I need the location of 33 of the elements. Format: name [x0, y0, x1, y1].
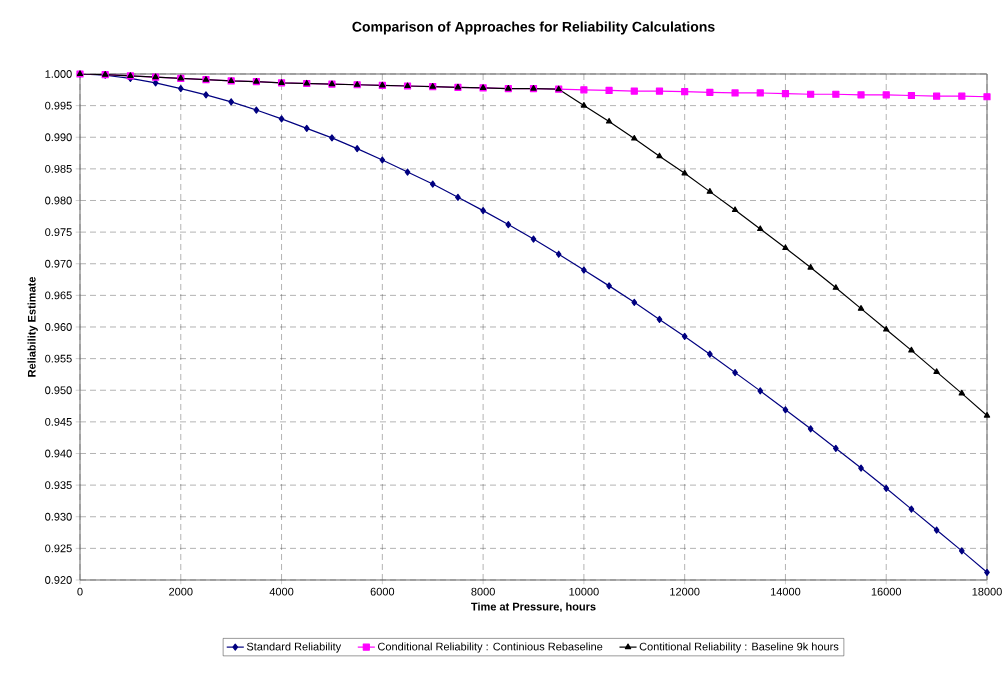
x-tick-label: 8000 [471, 587, 495, 596]
x-tick-label: 14000 [770, 587, 801, 596]
y-axis-title: Reliability Estimate [27, 276, 38, 377]
y-tick-label: 0.995 [45, 101, 72, 110]
y-tick-label: 0.970 [45, 259, 72, 268]
legend-label: Standard Reliability [246, 642, 342, 653]
x-tick-label: 12000 [670, 587, 700, 596]
x-tick-label: 18000 [972, 587, 1002, 596]
y-tick-label: 0.965 [45, 291, 72, 300]
x-axis-title: Time at Pressure, hours [471, 602, 596, 613]
y-tick-label: 0.980 [45, 196, 72, 205]
y-tick-label: 0.930 [45, 512, 72, 521]
y-tick-label: 0.985 [45, 164, 72, 173]
legend-label: Contitional Reliability : Baseline 9k hours [639, 642, 839, 653]
chart-title: Comparison of Approaches for Reliability Calculations [352, 21, 715, 35]
y-tick-label: 0.975 [45, 228, 72, 237]
y-tick-label: 0.955 [45, 354, 72, 363]
legend-label: Conditional Reliability : Continious Rebaseline [378, 642, 603, 653]
y-tick-label: 0.920 [45, 576, 72, 584]
y-tick-label: 1.000 [45, 70, 72, 78]
y-tick-label: 0.950 [45, 386, 72, 395]
x-tick-label: 10000 [569, 587, 599, 596]
y-tick-label: 0.925 [45, 544, 72, 553]
x-tick-label: 2000 [169, 587, 193, 596]
y-tick-label: 0.945 [45, 417, 72, 426]
y-tick-label: 0.935 [45, 481, 72, 490]
x-tick-label: 16000 [871, 587, 902, 596]
x-tick-label: 0 [77, 587, 83, 596]
y-tick-label: 0.990 [45, 133, 72, 142]
y-tick-label: 0.940 [45, 449, 72, 458]
x-tick-label: 6000 [370, 587, 395, 596]
x-tick-label: 4000 [269, 587, 294, 596]
y-tick-label: 0.960 [45, 323, 72, 331]
